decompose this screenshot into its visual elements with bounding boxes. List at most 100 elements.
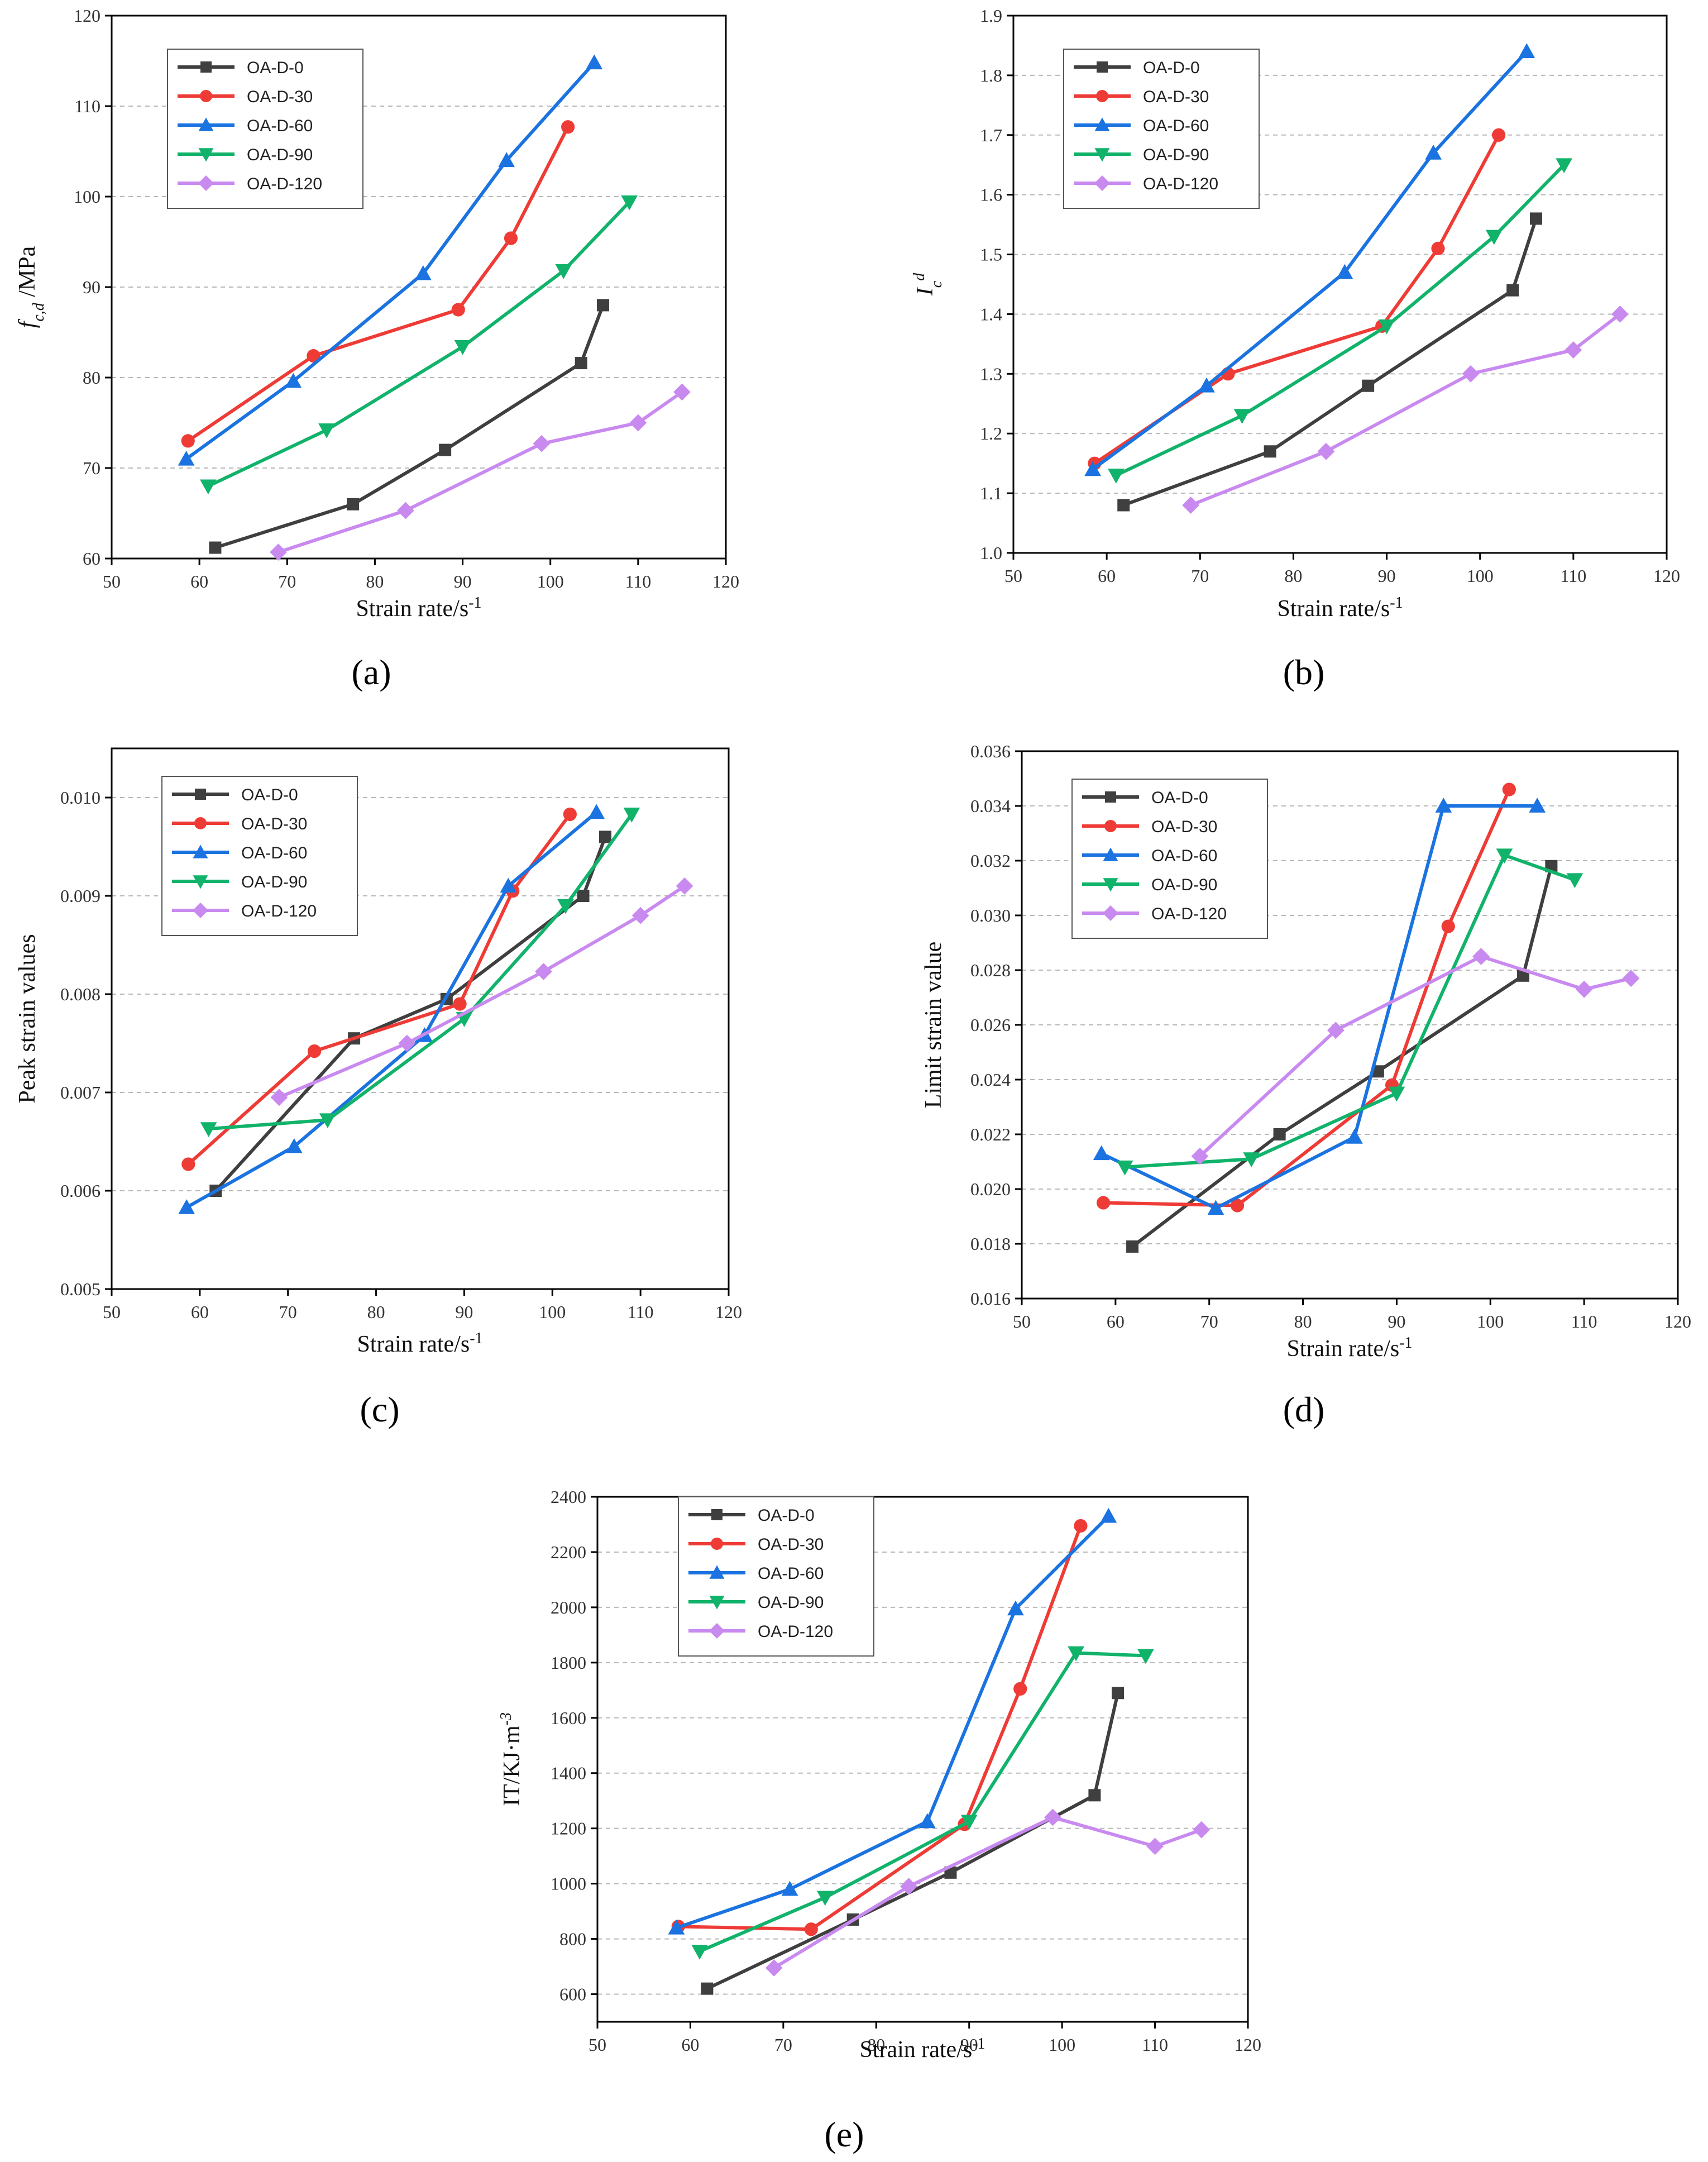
data-point <box>557 899 574 914</box>
legend-label: OA-D-60 <box>1143 117 1209 135</box>
data-point <box>1146 1838 1164 1855</box>
legend-item: OA-D-60 <box>172 844 307 862</box>
data-point <box>1575 980 1593 998</box>
x-tick-label: 110 <box>628 1302 654 1322</box>
data-point <box>1191 1147 1209 1165</box>
data-point <box>307 349 320 363</box>
data-point <box>621 195 638 211</box>
legend-item: OA-D-120 <box>1082 905 1227 923</box>
data-point <box>1108 469 1125 484</box>
series-line <box>1189 312 1622 507</box>
x-axis-title-sup: -1 <box>1390 594 1403 612</box>
y-tick-label: 1800 <box>551 1653 586 1673</box>
data-point <box>561 120 575 134</box>
legend-marker <box>200 61 212 73</box>
series-oa-d-90 <box>1116 848 1583 1176</box>
data-point <box>1336 264 1353 279</box>
legend-label: OA-D-120 <box>247 175 322 193</box>
y-tick-label: 1000 <box>551 1874 586 1894</box>
y-axis-title: Peak strain values <box>15 934 40 1103</box>
y-tick-label: 1.2 <box>980 423 1002 443</box>
legend-label: OA-D-120 <box>758 1622 833 1641</box>
data-point <box>1327 1022 1345 1039</box>
y-axis-title-sub: c <box>928 280 945 288</box>
legend-marker <box>193 844 208 858</box>
series-oa-d-60 <box>1084 43 1535 476</box>
data-point <box>676 877 693 895</box>
x-tick-label: 100 <box>1477 1311 1504 1331</box>
data-point <box>1117 499 1130 512</box>
data-point <box>181 1157 195 1171</box>
data-point <box>1435 798 1452 813</box>
legend-marker <box>200 90 212 102</box>
y-tick-label: 1.4 <box>980 304 1002 324</box>
x-tick-label: 100 <box>1049 2035 1075 2055</box>
panel-label: (d) <box>1283 1390 1325 1429</box>
legend-item: OA-D-60 <box>688 1564 824 1583</box>
x-tick-label: 90 <box>455 1302 473 1322</box>
legend-marker <box>1103 847 1118 861</box>
series-line <box>772 1815 1203 1970</box>
x-tick-label: 90 <box>454 571 472 591</box>
legend-item: OA-D-60 <box>178 117 313 135</box>
data-point <box>1556 158 1572 174</box>
data-point <box>1264 445 1276 458</box>
y-tick-label: 0.008 <box>60 984 101 1004</box>
y-tick-label: 0.032 <box>970 851 1011 871</box>
data-point <box>1243 1152 1260 1167</box>
x-tick-label: 110 <box>625 571 651 591</box>
series-oa-d-60 <box>1093 798 1546 1215</box>
data-point <box>319 1113 336 1129</box>
plot-area <box>596 1496 1249 2023</box>
x-tick-label: 80 <box>1284 566 1302 586</box>
data-point <box>1093 1145 1110 1161</box>
legend-label: OA-D-90 <box>247 146 313 164</box>
data-point <box>415 265 432 280</box>
legend-label: OA-D-60 <box>241 844 307 862</box>
data-point <box>270 543 287 561</box>
legend-marker <box>1104 820 1117 832</box>
series-oa-d-120 <box>1182 306 1629 514</box>
data-point <box>1096 1196 1111 1210</box>
y-tick-label: 0.028 <box>970 960 1011 980</box>
y-tick-label: 80 <box>83 368 101 388</box>
data-point <box>1137 1649 1154 1664</box>
data-point <box>1502 782 1516 796</box>
legend: OA-D-0 OA-D-30 OA-D-60 OA-D-90 OA-D-120 <box>161 776 358 936</box>
series-line <box>276 390 684 554</box>
data-point <box>1371 1065 1384 1078</box>
x-tick-label: 80 <box>367 1302 385 1322</box>
data-point <box>1112 1687 1124 1700</box>
y-tick-label: 1.1 <box>980 483 1002 503</box>
data-point <box>439 443 452 456</box>
y-tick-label: 0.016 <box>970 1288 1011 1309</box>
x-axis-title-sup: -1 <box>972 2035 985 2053</box>
data-point <box>673 383 691 401</box>
x-axis-title: Strain rate/s-1 <box>357 1330 482 1358</box>
data-point <box>1622 970 1640 987</box>
y-axis-title: fc,d /MPa <box>15 246 47 328</box>
x-tick-label: 60 <box>1107 1311 1125 1331</box>
y-tick-label: 0.007 <box>60 1082 101 1103</box>
x-tick-label: 80 <box>1294 1311 1312 1331</box>
data-point <box>1362 379 1375 392</box>
data-point <box>1074 1519 1088 1533</box>
y-axis-title-main: IT/KJ·m <box>499 1725 525 1806</box>
data-point <box>307 1044 322 1058</box>
data-point <box>631 906 649 924</box>
y-tick-label: 1400 <box>551 1763 586 1783</box>
panel-c: 0.005 0.006 0.007 0.008 0.009 0.010 50 60 70 80 90… <box>15 747 742 1429</box>
x-tick-label: 70 <box>279 1302 297 1322</box>
data-point <box>1182 497 1199 514</box>
y-tick-label: 2000 <box>551 1597 586 1617</box>
data-point <box>1084 461 1101 476</box>
y-tick-label: 1.3 <box>980 364 1002 384</box>
x-axis-title-sup: -1 <box>468 594 481 612</box>
x-axis-title: Strain rate/s-1 <box>1277 594 1403 622</box>
legend-marker <box>1094 175 1110 191</box>
data-point <box>1611 306 1629 323</box>
legend-label: OA-D-120 <box>241 902 317 920</box>
data-point <box>575 357 587 370</box>
y-axis-title-main: I <box>912 287 938 296</box>
